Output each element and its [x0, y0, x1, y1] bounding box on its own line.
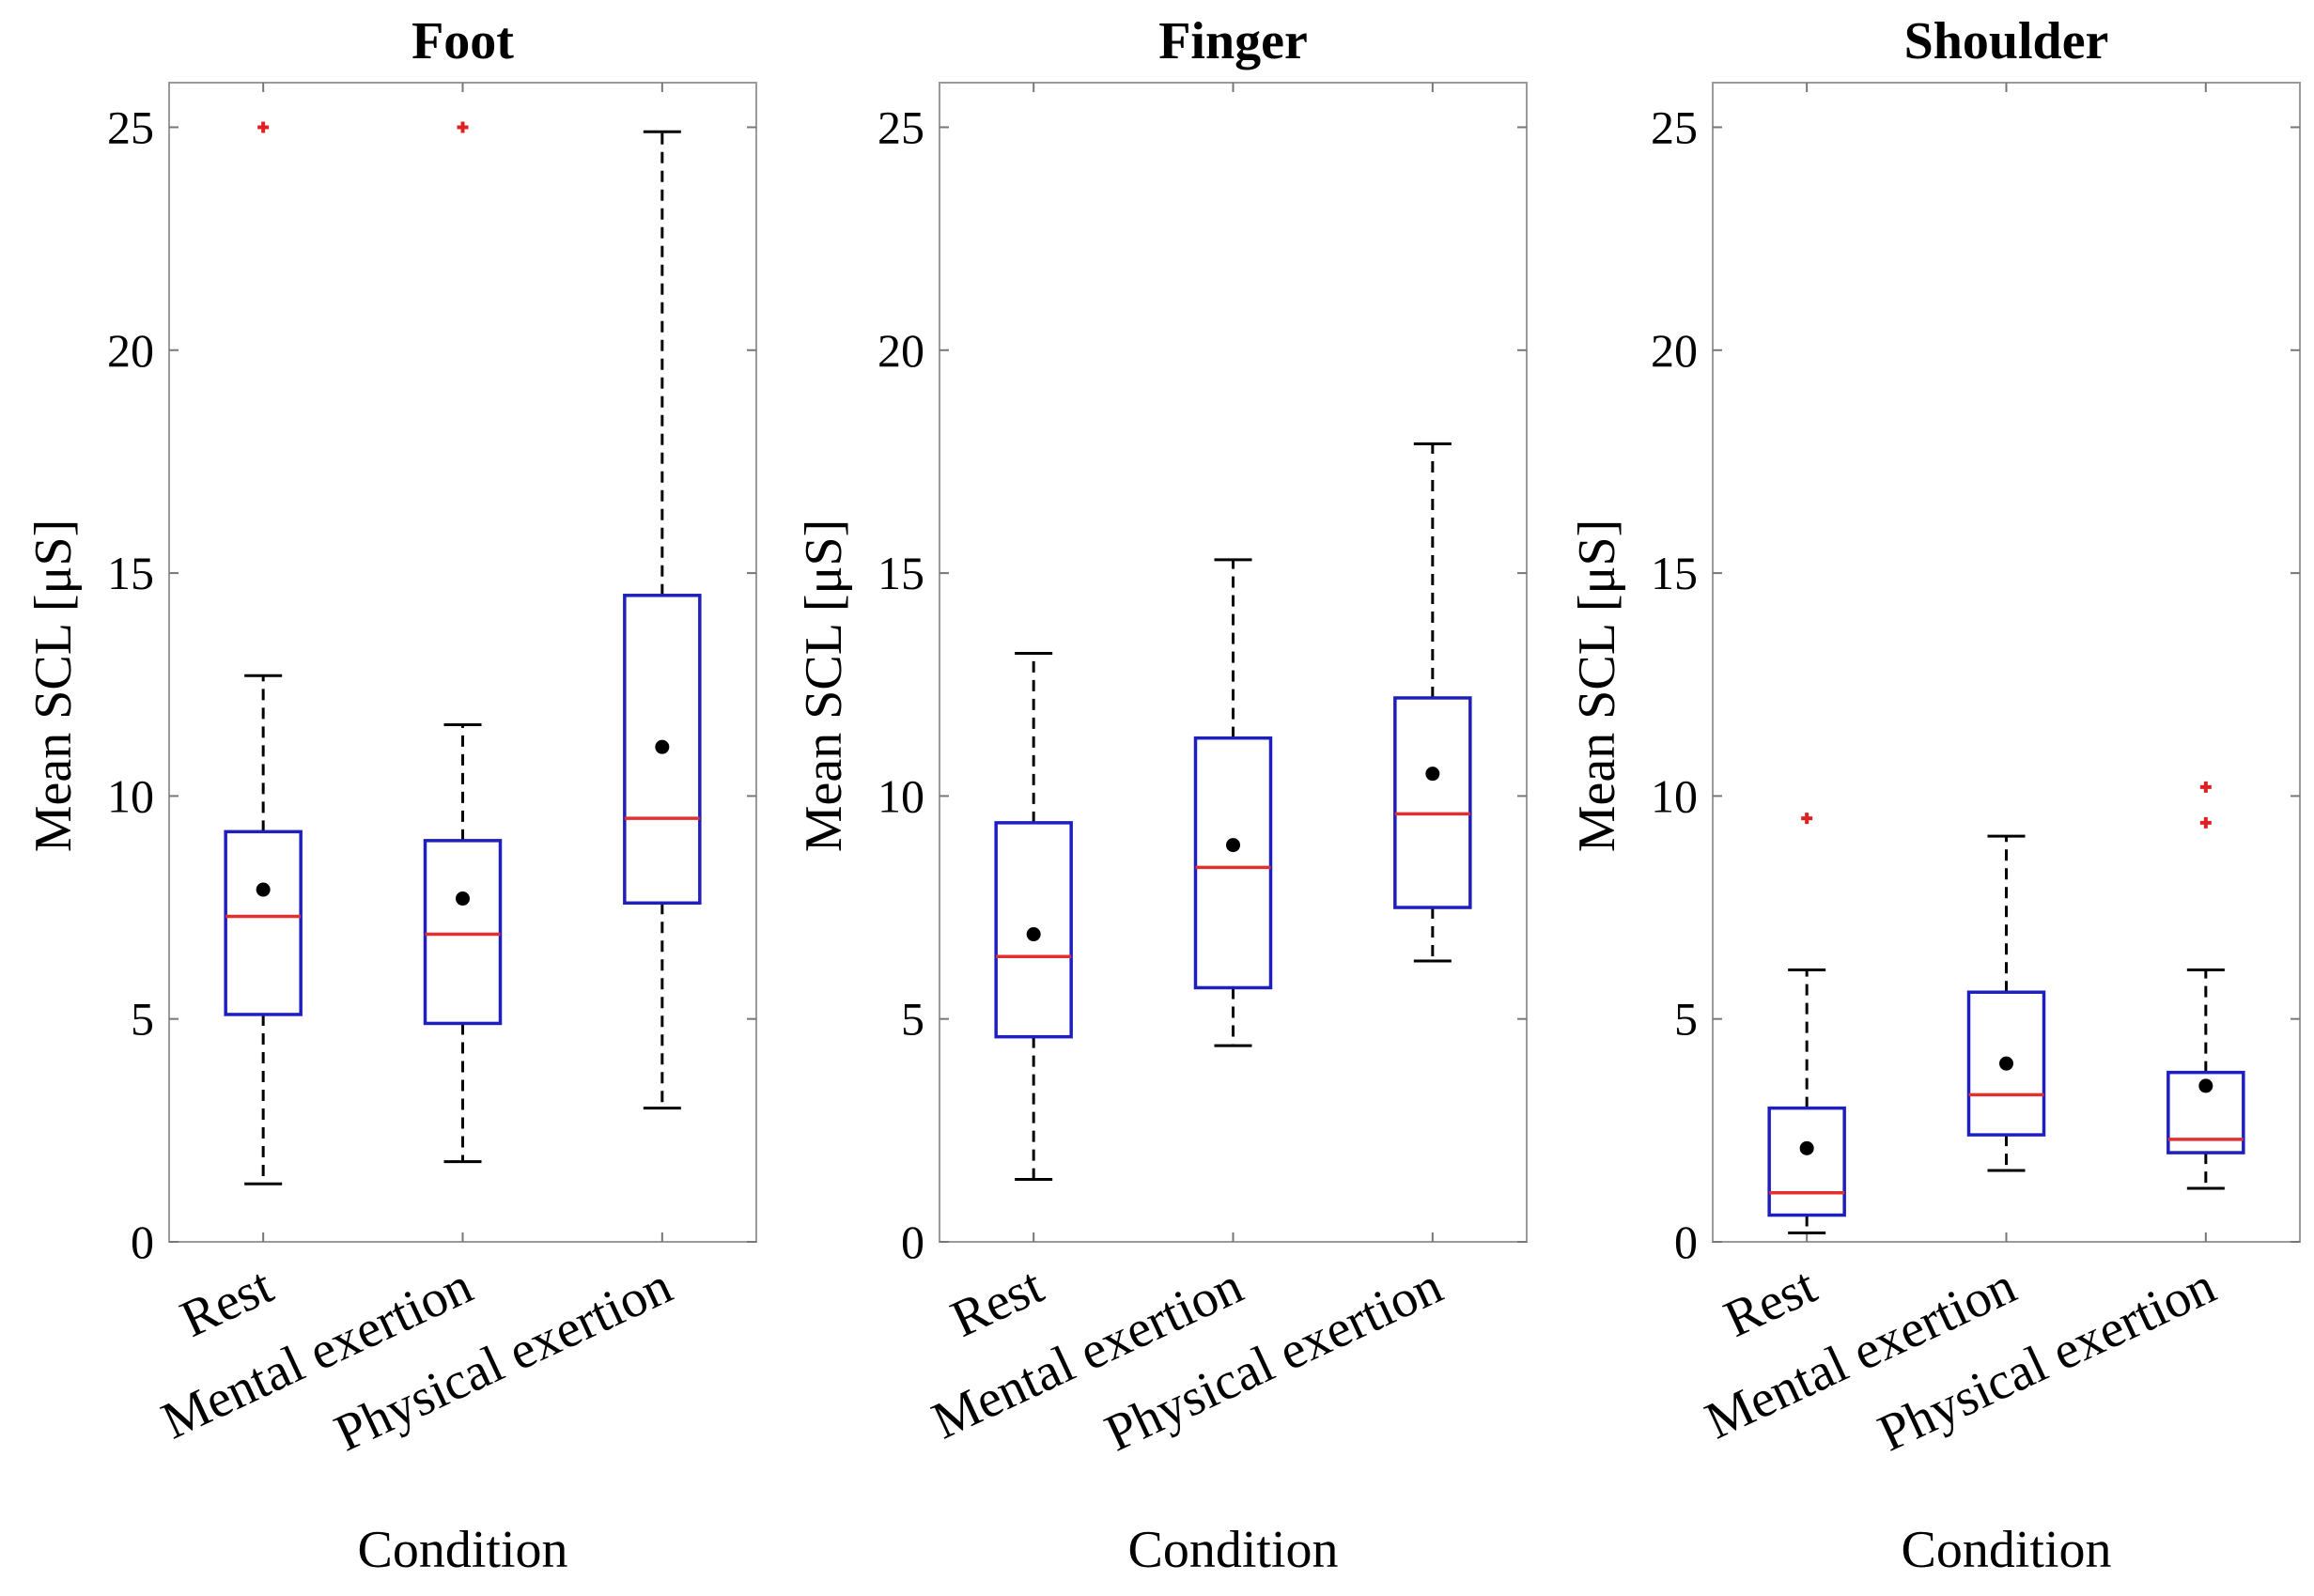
- y-tick-label: 0: [1674, 1216, 1698, 1268]
- x-tick-label: Physical exertion: [326, 1257, 680, 1464]
- y-axis-label: Mean SCL [μS]: [24, 519, 83, 853]
- y-axis-label: Mean SCL [μS]: [1568, 519, 1626, 853]
- outlier-marker: [2199, 816, 2212, 829]
- outlier-marker: [457, 121, 469, 133]
- y-tick-label: 0: [901, 1216, 924, 1268]
- y-tick-label: 10: [877, 769, 924, 822]
- box-rest: [994, 652, 1073, 1182]
- box-rest: [224, 121, 303, 1185]
- mean-marker: [655, 739, 670, 754]
- y-tick-label: 15: [1651, 547, 1698, 599]
- x-tick-label: Physical exertion: [1096, 1257, 1451, 1464]
- iqr-box: [224, 829, 303, 1016]
- chart-title: Shoulder: [1904, 12, 2109, 70]
- y-tick-label: 5: [1674, 993, 1698, 1046]
- box-rest: [1767, 813, 1846, 1235]
- mean-marker: [456, 891, 470, 906]
- iqr-box: [1966, 990, 2046, 1137]
- box-physical-exertion: [1393, 442, 1472, 963]
- y-tick-label: 15: [107, 547, 154, 599]
- iqr-box: [2166, 1070, 2245, 1154]
- iqr-box: [1393, 696, 1472, 909]
- x-axis-label: Condition: [1127, 1521, 1338, 1579]
- iqr-box: [623, 594, 702, 906]
- x-tick-label: Rest: [942, 1256, 1052, 1348]
- mean-marker: [1026, 927, 1041, 942]
- x-tick-label: Physical exertion: [1870, 1257, 2224, 1464]
- y-tick-label: 10: [107, 769, 154, 822]
- x-axis-label: Condition: [357, 1521, 567, 1579]
- y-tick-label: 0: [131, 1216, 154, 1268]
- x-tick-label: Rest: [172, 1256, 282, 1348]
- iqr-box: [994, 821, 1073, 1039]
- y-tick-label: 25: [877, 101, 924, 153]
- chart-title: Foot: [412, 12, 514, 70]
- outlier-marker: [257, 121, 270, 133]
- box-mental-exertion: [1966, 834, 2046, 1172]
- box-physical-exertion: [2166, 781, 2245, 1190]
- chart-title: Finger: [1158, 12, 1308, 70]
- y-tick-label: 5: [131, 993, 154, 1046]
- x-tick-label: Rest: [1716, 1256, 1825, 1348]
- y-tick-label: 25: [1651, 101, 1698, 153]
- iqr-box: [423, 839, 503, 1026]
- outlier-marker: [2199, 781, 2212, 793]
- mean-marker: [256, 882, 271, 897]
- y-tick-label: 20: [1651, 324, 1698, 377]
- box-mental-exertion: [1193, 558, 1273, 1047]
- x-axis-label: Condition: [1901, 1521, 2111, 1579]
- mean-marker: [2198, 1078, 2213, 1093]
- mean-marker: [1799, 1140, 1814, 1155]
- y-tick-label: 25: [107, 101, 154, 153]
- y-tick-label: 20: [107, 324, 154, 377]
- y-axis-label: Mean SCL [μS]: [795, 519, 853, 853]
- mean-marker: [1226, 838, 1240, 853]
- mean-marker: [1999, 1056, 2013, 1071]
- y-tick-label: 5: [901, 993, 924, 1046]
- outlier-marker: [1801, 813, 1813, 825]
- mean-marker: [1425, 767, 1440, 782]
- box-mental-exertion: [423, 121, 503, 1164]
- y-tick-label: 20: [877, 324, 924, 377]
- iqr-box: [1767, 1106, 1846, 1217]
- iqr-box: [1193, 736, 1273, 990]
- y-tick-label: 10: [1651, 769, 1698, 822]
- y-tick-label: 15: [877, 547, 924, 599]
- box-physical-exertion: [623, 130, 702, 1110]
